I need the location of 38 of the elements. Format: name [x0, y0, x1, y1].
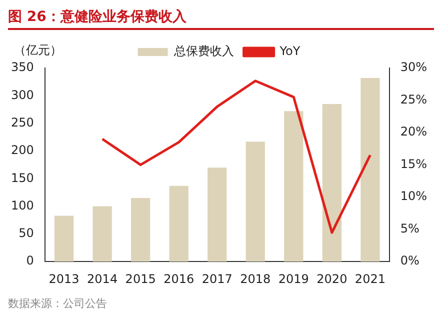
source-note: 数据来源：公司公告: [8, 296, 108, 311]
y2-tick-label: 25%: [400, 92, 427, 106]
bar: [208, 168, 227, 262]
y-tick-label: 150: [11, 170, 34, 185]
legend-label: 总保费收入: [172, 44, 234, 58]
y2-tick-label: 15%: [400, 156, 427, 171]
x-tick-label: 2018: [240, 272, 271, 286]
y2-tick-label: 10%: [400, 189, 427, 204]
x-tick-label: 2020: [316, 272, 348, 286]
x-tick-label: 2016: [164, 272, 194, 286]
y-tick-label: 200: [11, 143, 34, 158]
legend-label: YoY: [278, 44, 301, 58]
x-tick-label: 2017: [202, 272, 232, 286]
y2-tick-label: 0%: [400, 254, 420, 268]
x-tick-label: 2013: [48, 272, 80, 286]
y-axis-title: （亿元）: [14, 42, 62, 59]
x-tick-label: 2015: [125, 272, 156, 286]
y2-tick-label: 5%: [400, 221, 420, 236]
bar: [246, 142, 265, 262]
y-tick-label: 300: [11, 88, 34, 102]
y-tick-label: 50: [18, 226, 34, 240]
x-tick-label: 2014: [87, 272, 118, 286]
y2-tick-label: 20%: [400, 124, 427, 139]
chart-title: 图 26：意健险业务保费收入: [8, 8, 434, 30]
x-tick-label: 2019: [278, 272, 309, 286]
bar: [360, 78, 380, 262]
y-tick-label: 100: [11, 198, 34, 212]
bar: [322, 104, 342, 262]
bar: [284, 111, 304, 262]
y2-tick-label: 30%: [400, 60, 427, 74]
bar: [131, 198, 150, 262]
y-tick-label: 250: [11, 115, 34, 130]
y-tick-label: 350: [11, 60, 34, 74]
bar: [54, 216, 74, 262]
x-tick-label: 2021: [354, 272, 386, 286]
bar: [92, 206, 112, 262]
y-tick-label: 0: [26, 254, 34, 268]
bar: [169, 186, 188, 262]
